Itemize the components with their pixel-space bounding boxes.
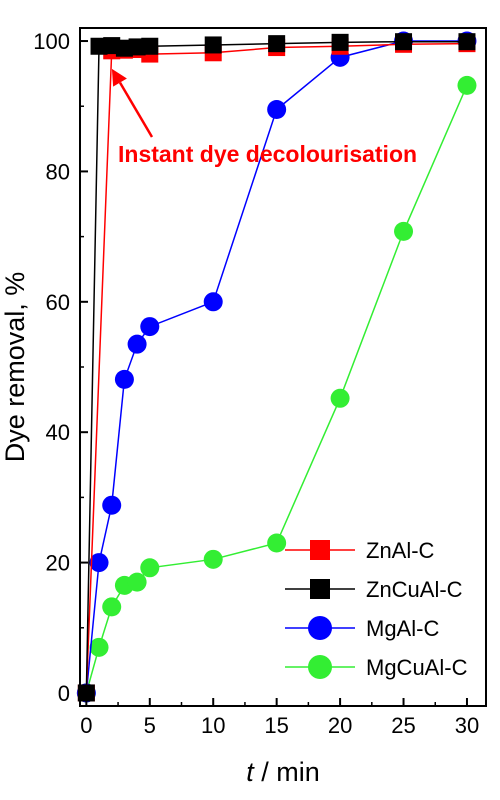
legend-label: ZnAl-C — [366, 538, 435, 563]
y-axis-title: Dye removal, % — [0, 272, 30, 463]
x-axis-title-rest: / min — [254, 757, 320, 787]
x-tick-label: 20 — [328, 713, 352, 738]
data-point-circle — [267, 533, 287, 553]
data-point-circle — [140, 558, 160, 578]
x-tick-label: 15 — [264, 713, 288, 738]
data-point-square — [204, 36, 222, 54]
data-point-circle — [127, 334, 147, 354]
x-tick-label: 5 — [144, 713, 156, 738]
data-point-square — [310, 540, 330, 560]
annotation-arrowhead — [111, 68, 127, 87]
data-point-square — [458, 33, 476, 51]
data-point-circle — [330, 388, 350, 408]
data-point-circle — [140, 317, 160, 337]
data-point-circle — [102, 495, 122, 515]
y-tick-label: 60 — [46, 290, 70, 315]
annotation: Instant dye decolourisation — [111, 68, 417, 167]
data-point-circle — [89, 637, 109, 657]
data-point-square — [268, 35, 286, 53]
data-point-square — [331, 33, 349, 51]
legend-label: MgAl-C — [366, 616, 439, 641]
x-axis-title-italic: t — [246, 757, 255, 787]
y-tick-label: 100 — [33, 29, 70, 54]
y-tick-label: 0 — [58, 681, 70, 706]
data-point-circle — [203, 549, 223, 569]
y-tick-label: 40 — [46, 420, 70, 445]
series-layer — [76, 31, 477, 703]
data-point-square — [310, 579, 330, 599]
x-tick-label: 10 — [201, 713, 225, 738]
legend-item-mgal-c: MgAl-C — [285, 616, 439, 641]
x-tick-label: 30 — [455, 713, 479, 738]
annotation-text: Instant dye decolourisation — [118, 141, 417, 167]
series-mgcual-c — [76, 75, 477, 703]
annotation-arrow — [118, 81, 154, 138]
data-point-circle — [89, 553, 109, 573]
x-tick-label: 0 — [80, 713, 92, 738]
series-zncual-c — [77, 33, 476, 702]
legend-label: MgCuAl-C — [366, 655, 468, 680]
plot-frame — [79, 27, 487, 707]
data-point-circle — [102, 597, 122, 617]
data-point-circle — [127, 572, 147, 592]
data-point-square — [395, 33, 413, 51]
legend-item-zncual-c: ZnCuAl-C — [285, 577, 463, 602]
data-point-circle — [267, 99, 287, 119]
y-tick-label: 80 — [46, 159, 70, 184]
legend-item-mgcual-c: MgCuAl-C — [285, 655, 468, 680]
y-tick-label: 20 — [46, 551, 70, 576]
data-point-circle — [308, 655, 332, 679]
data-point-circle — [394, 221, 414, 241]
y-axis-ticks: 0 20 40 60 80 100 — [33, 29, 88, 706]
x-axis-title: t / min — [246, 757, 320, 787]
data-point-circle — [308, 616, 332, 640]
data-point-circle — [203, 292, 223, 312]
data-point-square — [141, 37, 159, 55]
legend-label: ZnCuAl-C — [366, 577, 463, 602]
x-axis-ticks: 0 5 10 15 20 25 30 — [80, 698, 479, 738]
legend: ZnAl-C ZnCuAl-C MgAl-C MgCuAl-C — [285, 538, 468, 680]
x-tick-label: 25 — [391, 713, 415, 738]
data-point-circle — [114, 369, 134, 389]
legend-item-znal-c: ZnAl-C — [285, 538, 435, 563]
data-point-circle — [457, 75, 477, 95]
